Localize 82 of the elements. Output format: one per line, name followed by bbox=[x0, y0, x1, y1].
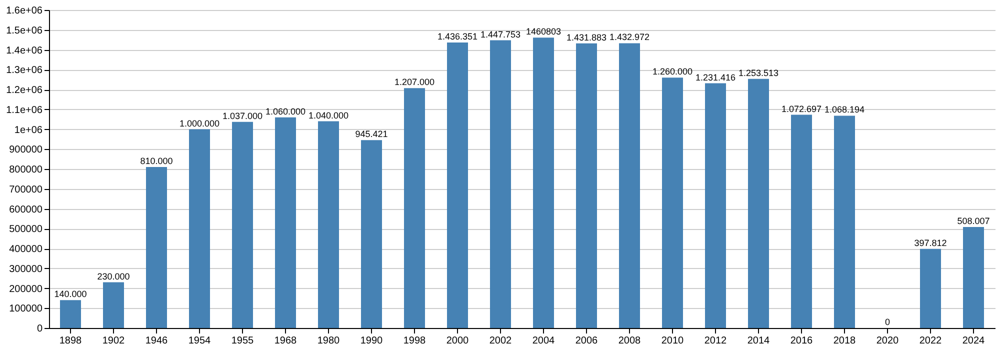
x-tick-label: 1955 bbox=[231, 336, 254, 346]
bar bbox=[576, 43, 597, 328]
x-tick-label: 2022 bbox=[919, 336, 942, 346]
data-label: 945.421 bbox=[355, 129, 388, 140]
x-tick-label: 1998 bbox=[403, 336, 426, 346]
y-tick-label: 1.3e+06 bbox=[6, 65, 43, 76]
y-tick-label: 800000 bbox=[9, 164, 43, 176]
data-label: 1460803 bbox=[526, 26, 562, 37]
data-label: 1.207.000 bbox=[394, 77, 435, 88]
data-label: 1.260.000 bbox=[652, 66, 693, 77]
bar bbox=[447, 42, 468, 328]
y-tick-label: 1.6e+06 bbox=[6, 6, 43, 16]
x-tick-label: 2008 bbox=[618, 336, 642, 346]
x-tick-label: 2012 bbox=[704, 336, 728, 346]
x-tick-label: 2004 bbox=[532, 336, 556, 346]
data-label: 508.007 bbox=[957, 216, 990, 226]
data-label: 1.432.972 bbox=[609, 32, 650, 42]
y-tick-label: 1.4e+06 bbox=[6, 45, 43, 56]
x-tick-label: 1980 bbox=[317, 336, 340, 346]
x-tick-label: 2018 bbox=[833, 336, 856, 346]
y-tick-label: 500000 bbox=[9, 224, 43, 236]
bar bbox=[920, 248, 941, 328]
bar bbox=[232, 122, 253, 328]
data-label: 1.231.416 bbox=[695, 72, 736, 82]
x-tick-label: 1954 bbox=[188, 336, 212, 346]
data-label: 1.037.000 bbox=[222, 110, 263, 121]
bar bbox=[705, 83, 726, 328]
x-tick-label: 1902 bbox=[102, 336, 126, 346]
bar bbox=[490, 40, 511, 328]
y-tick-label: 1e+06 bbox=[14, 124, 43, 136]
bar bbox=[103, 282, 124, 328]
data-label: 0 bbox=[884, 317, 890, 327]
y-tick-label: 300000 bbox=[9, 264, 43, 275]
x-tick-label: 2020 bbox=[876, 336, 900, 346]
y-tick-label: 200000 bbox=[9, 284, 43, 295]
y-tick-label: 900000 bbox=[9, 144, 43, 156]
y-tick-label: 1.2e+06 bbox=[6, 85, 43, 96]
data-label: 1.060.000 bbox=[265, 106, 306, 116]
y-tick-label: 1.1e+06 bbox=[6, 104, 43, 116]
x-tick-label: 1946 bbox=[145, 336, 168, 346]
data-label: 1.072.697 bbox=[781, 104, 822, 114]
y-tick-label: 600000 bbox=[9, 204, 43, 216]
data-label: 230.000 bbox=[97, 271, 130, 282]
bar bbox=[963, 227, 984, 328]
data-label: 1.068.194 bbox=[824, 104, 865, 115]
data-label: 140.000 bbox=[54, 289, 87, 300]
x-tick-label: 2016 bbox=[790, 336, 814, 346]
x-tick-label: 1990 bbox=[360, 336, 384, 346]
bar bbox=[361, 140, 382, 328]
y-tick-label: 700000 bbox=[9, 184, 43, 196]
x-tick-label: 2014 bbox=[747, 336, 770, 346]
bar bbox=[619, 43, 640, 328]
x-tick-label: 2006 bbox=[575, 336, 598, 346]
bar bbox=[189, 129, 210, 328]
data-label: 1.431.883 bbox=[566, 32, 607, 42]
data-label: 1.040.000 bbox=[308, 110, 349, 120]
x-tick-label: 2002 bbox=[489, 336, 512, 346]
y-tick-label: 0 bbox=[36, 324, 43, 334]
data-label: 810.000 bbox=[140, 156, 173, 166]
bar bbox=[533, 38, 554, 328]
x-tick-label: 1968 bbox=[274, 336, 298, 346]
x-tick-label: 1898 bbox=[59, 336, 82, 346]
data-label: 1.000.000 bbox=[179, 118, 220, 128]
data-label: 1.253.513 bbox=[738, 68, 779, 78]
bar bbox=[275, 117, 296, 328]
data-label: 1.447.753 bbox=[480, 29, 521, 40]
bar bbox=[834, 116, 855, 328]
x-tick-label: 2010 bbox=[661, 336, 684, 346]
bar bbox=[60, 300, 81, 328]
y-tick-label: 1.5e+06 bbox=[6, 25, 43, 36]
data-label: 397.812 bbox=[914, 238, 947, 248]
y-tick-label: 400000 bbox=[9, 244, 43, 255]
x-tick-label: 2000 bbox=[446, 336, 470, 346]
x-tick-label: 2024 bbox=[962, 336, 986, 346]
bar bbox=[662, 78, 683, 328]
bar bbox=[748, 78, 769, 328]
bar bbox=[318, 121, 339, 328]
bar bbox=[404, 88, 425, 328]
y-tick-label: 100000 bbox=[9, 304, 43, 315]
bar bbox=[791, 114, 812, 328]
data-label: 1.436.351 bbox=[437, 32, 478, 42]
bar bbox=[146, 167, 167, 328]
